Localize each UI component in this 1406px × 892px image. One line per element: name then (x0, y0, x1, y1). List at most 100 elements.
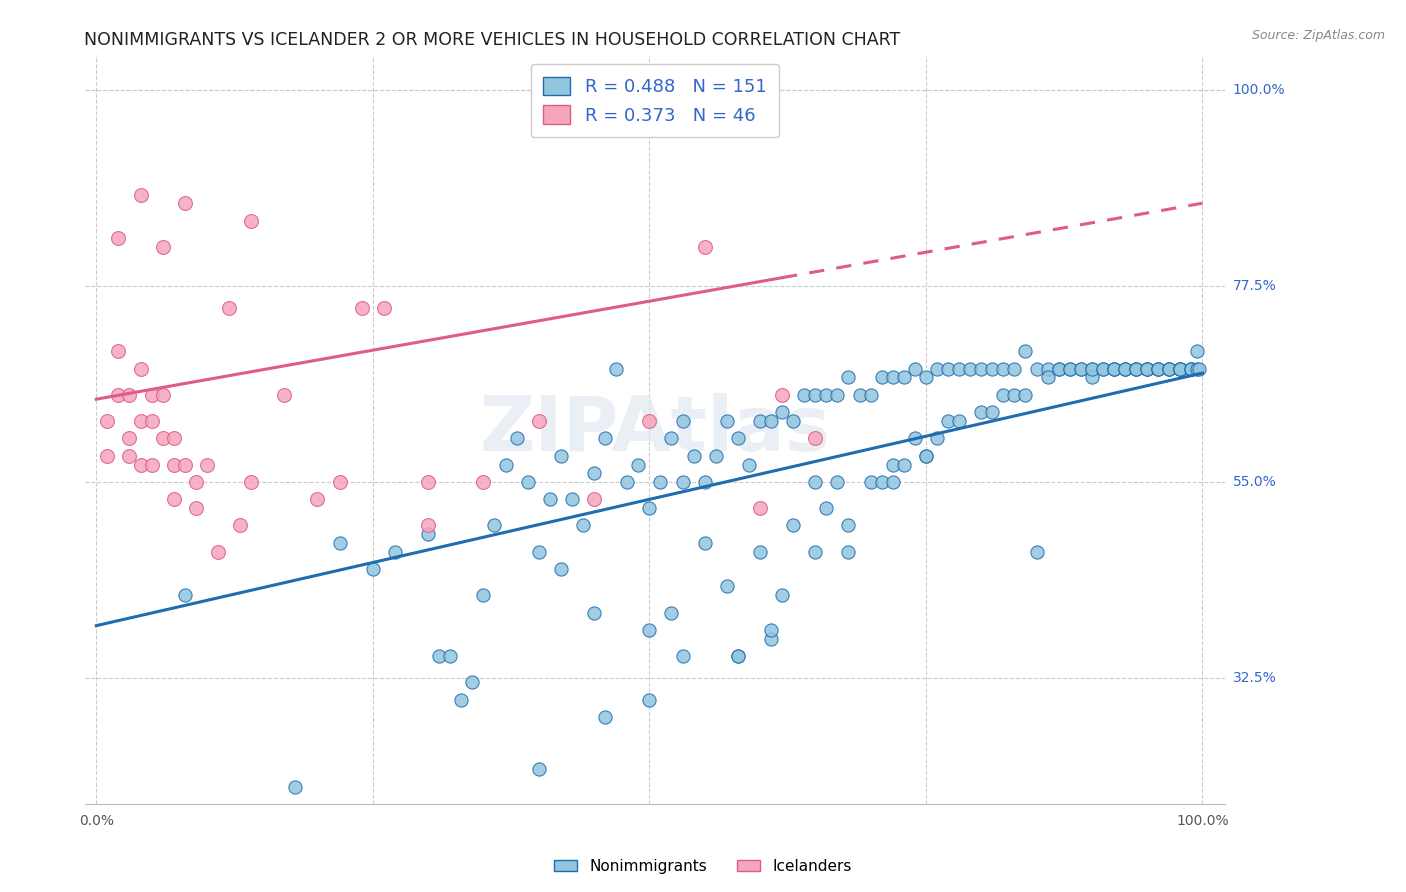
Point (572, 518, 595, 533)
Point (650, 475, 672, 489)
Point (484, 518, 506, 533)
Point (716, 414, 738, 428)
Point (472, 588, 495, 602)
Point (882, 458, 904, 472)
Point (727, 649, 749, 664)
Point (129, 187, 152, 202)
Point (893, 458, 915, 472)
Point (173, 196, 195, 211)
Point (516, 475, 538, 489)
Point (163, 458, 186, 472)
Point (427, 649, 450, 664)
Point (284, 780, 307, 794)
Point (837, 370, 859, 384)
Point (970, 405, 993, 419)
Point (361, 562, 384, 576)
Point (240, 475, 263, 489)
Point (1159, 361, 1181, 376)
Point (993, 361, 1015, 376)
Point (837, 518, 859, 533)
Point (1180, 361, 1202, 376)
Point (1091, 361, 1114, 376)
Point (693, 475, 716, 489)
Point (970, 361, 993, 376)
Legend: Nonimmigrants, Icelanders: Nonimmigrants, Icelanders (548, 853, 858, 880)
Point (593, 431, 616, 445)
Point (152, 431, 174, 445)
Point (981, 405, 1004, 419)
Point (1180, 361, 1202, 376)
Point (527, 763, 550, 777)
Point (671, 414, 693, 428)
Point (915, 449, 938, 463)
Point (1025, 361, 1047, 376)
Point (141, 458, 163, 472)
Point (152, 240, 174, 254)
Point (329, 536, 352, 550)
Point (627, 458, 650, 472)
Point (859, 388, 882, 402)
Point (904, 431, 927, 445)
Point (163, 431, 186, 445)
Point (141, 414, 163, 428)
Point (770, 588, 793, 602)
Point (184, 475, 207, 489)
Point (1081, 361, 1104, 376)
Point (904, 361, 927, 376)
Point (593, 710, 616, 724)
Point (152, 388, 174, 402)
Point (583, 492, 606, 507)
Point (759, 414, 782, 428)
Point (107, 344, 129, 359)
Point (759, 623, 782, 637)
Point (749, 544, 772, 558)
Point (616, 475, 638, 489)
Point (770, 405, 793, 419)
Point (671, 649, 693, 664)
Point (163, 492, 186, 507)
Point (207, 544, 229, 558)
Point (1081, 370, 1104, 384)
Point (107, 231, 129, 245)
Point (870, 370, 893, 384)
Point (1136, 361, 1159, 376)
Point (218, 301, 240, 315)
Point (1047, 361, 1070, 376)
Point (915, 449, 938, 463)
Point (993, 388, 1015, 402)
Point (738, 458, 761, 472)
Point (1070, 361, 1092, 376)
Point (240, 213, 263, 227)
Point (1114, 361, 1136, 376)
Point (827, 475, 849, 489)
Point (782, 414, 804, 428)
Point (1091, 361, 1114, 376)
Point (461, 675, 484, 690)
Point (273, 388, 295, 402)
Point (307, 492, 329, 507)
Point (827, 388, 849, 402)
Point (782, 518, 804, 533)
Point (1014, 344, 1036, 359)
Point (749, 501, 772, 516)
Point (107, 388, 129, 402)
Text: 100.0%: 100.0% (1233, 83, 1285, 97)
Point (416, 518, 439, 533)
Point (1114, 361, 1136, 376)
Point (129, 361, 152, 376)
Point (693, 240, 716, 254)
Point (118, 388, 141, 402)
Point (416, 475, 439, 489)
Point (373, 301, 395, 315)
Point (793, 388, 815, 402)
Point (583, 467, 606, 481)
Point (704, 449, 727, 463)
Point (527, 414, 550, 428)
Point (350, 301, 373, 315)
Point (329, 475, 352, 489)
Point (804, 475, 827, 489)
Point (1147, 361, 1170, 376)
Point (1147, 361, 1170, 376)
Point (1002, 361, 1025, 376)
Point (472, 475, 495, 489)
